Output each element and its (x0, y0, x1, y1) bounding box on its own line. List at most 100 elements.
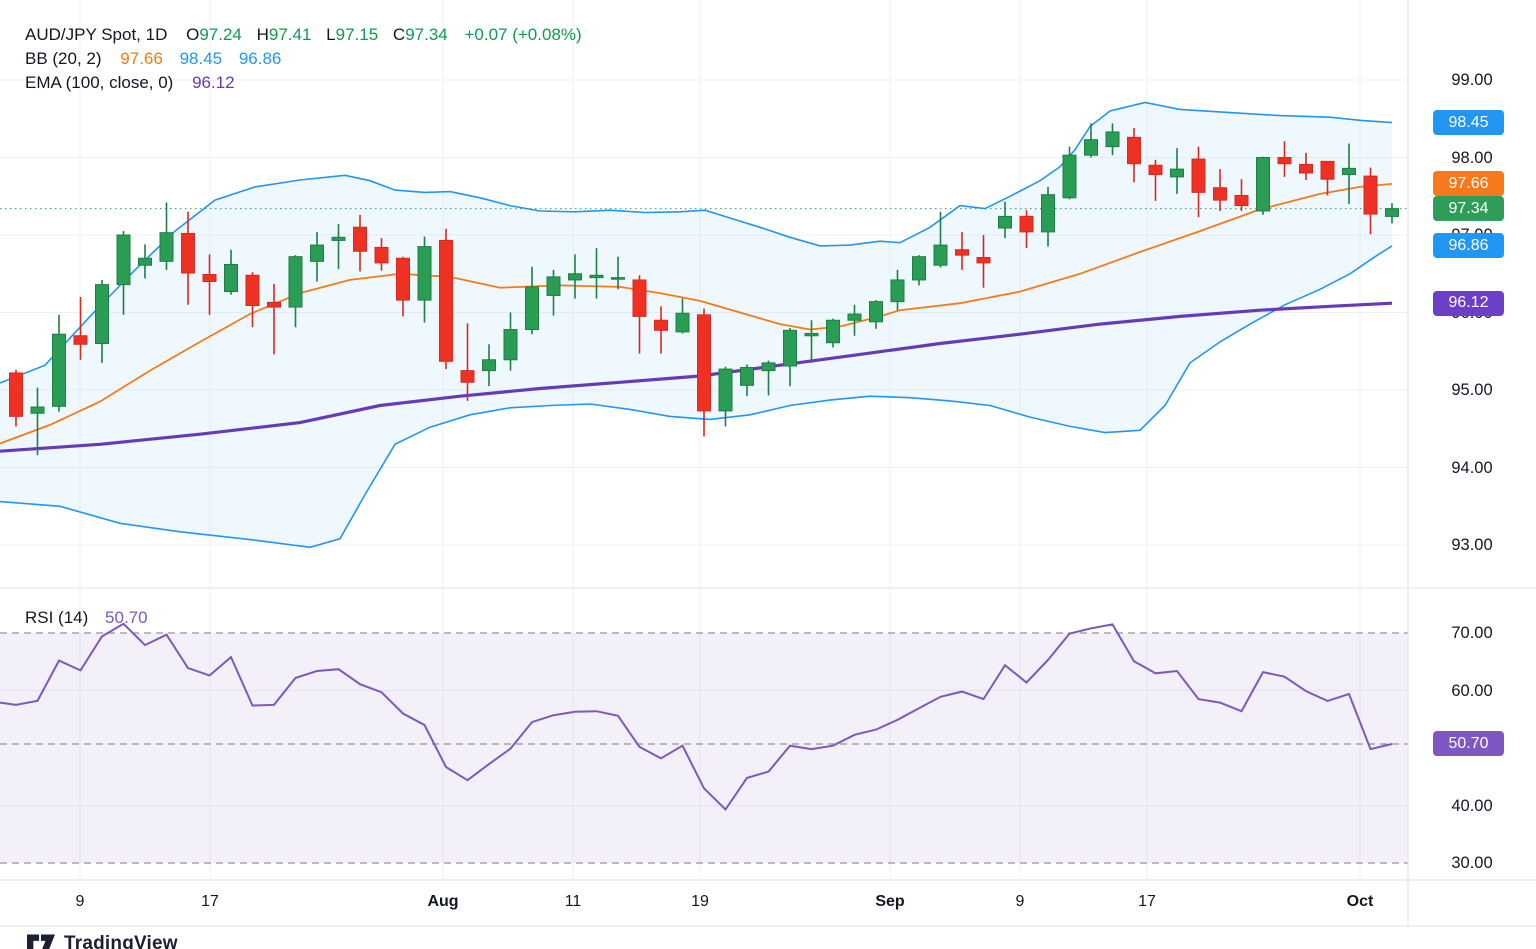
bollinger-basis-line (0, 183, 1393, 445)
candle-body (783, 329, 797, 367)
candle-body (740, 367, 754, 386)
rsi-pane[interactable] (0, 588, 1408, 880)
bb-basis-price-badge: 97.66 (1433, 171, 1504, 197)
candle-body (1105, 131, 1120, 148)
candle-body (869, 301, 883, 323)
candle-body (1170, 168, 1184, 178)
candle-body (224, 263, 238, 293)
candle-body (374, 246, 389, 264)
bb-lower-price-badge: 96.86 (1433, 233, 1504, 259)
candle-body (1019, 215, 1034, 233)
candle-body (417, 246, 432, 301)
candle-body (718, 368, 733, 412)
candle-body (267, 301, 281, 308)
chart-legend: AUD/JPY Spot, 1D O97.24 H97.41 L97.15 C9… (25, 23, 582, 95)
last-price-badge: 97.34 (1433, 196, 1504, 222)
candle-body (396, 257, 410, 301)
price-tick-label: 98.00 (1451, 148, 1493, 167)
time-axis-label: 17 (201, 893, 219, 910)
candle-body (503, 329, 518, 361)
candle-body (202, 274, 217, 282)
candle-body (116, 234, 131, 286)
candle-body (482, 359, 496, 372)
candle-body (568, 273, 582, 281)
candle-body (460, 370, 475, 383)
ohlc-high: H97.41 (256, 25, 312, 44)
candle-body (933, 244, 948, 266)
tradingview-attribution-label: TradingView (64, 933, 178, 949)
price-tick-label: 99.00 (1451, 71, 1493, 89)
rsi-indicator-title: RSI (14) (25, 608, 89, 627)
rsi-tick-label: 70.00 (1451, 624, 1493, 642)
bb-indicator-title: BB (20, 2) (25, 49, 102, 68)
rsi-tick-label: 60.00 (1451, 681, 1493, 700)
candle-body (1342, 167, 1356, 176)
candles-layer (9, 123, 1399, 456)
candle-body (998, 215, 1012, 229)
rsi-value-badge: 50.70 (1433, 731, 1504, 757)
time-axis-label: 9 (1015, 893, 1025, 910)
candle-body (310, 244, 324, 262)
candle-body (1084, 139, 1098, 156)
rsi-tick-label: 40.00 (1451, 796, 1493, 815)
candle-body (52, 333, 66, 407)
ema-indicator-title: EMA (100, close, 0) (25, 73, 174, 92)
time-axis[interactable] (0, 880, 1536, 926)
candle-body (761, 362, 776, 372)
candle-body (138, 257, 152, 266)
bb-basis-value: 97.66 (120, 49, 163, 68)
candle-body (589, 274, 604, 279)
candle-body (353, 226, 367, 252)
time-axis-label: 17 (1138, 893, 1156, 910)
candle-body (1127, 136, 1141, 165)
rsi-tick-label: 30.00 (1451, 854, 1493, 872)
candle-body (955, 249, 969, 256)
change-value: +0.07 (+0.08%) (464, 25, 582, 44)
candle-body (1363, 175, 1378, 215)
legend-symbol-row[interactable]: AUD/JPY Spot, 1D O97.24 H97.41 L97.15 C9… (25, 23, 582, 47)
candle-body (1385, 208, 1399, 217)
candle-body (847, 313, 862, 321)
candle-body (331, 236, 346, 241)
price-tick-label: 95.00 (1451, 381, 1493, 399)
ema-value: 96.12 (192, 73, 235, 92)
ohlc-close: C97.34 (392, 25, 448, 44)
candle-body (1320, 160, 1335, 180)
candle-body (30, 406, 45, 414)
price-tick-label: 93.00 (1451, 536, 1493, 554)
bollinger-upper-line (0, 101, 1393, 384)
rsi-line (0, 622, 1393, 812)
legend-bb-row[interactable]: BB (20, 2) 97.66 98.45 96.86 (25, 47, 582, 71)
rsi-pane-layer (0, 622, 1408, 864)
candle-body (1062, 154, 1077, 199)
ohlc-open: O97.24 (186, 25, 242, 44)
candle-body (1213, 187, 1227, 201)
time-axis-label: Aug (427, 893, 459, 910)
candle-body (9, 372, 23, 417)
rsi-legend-row[interactable]: RSI (14) 50.70 (25, 606, 148, 630)
candle-body (697, 314, 711, 412)
candle-body (73, 335, 88, 345)
candle-body (654, 319, 668, 331)
ema-price-badge: 96.12 (1433, 290, 1504, 316)
time-axis-label: Oct (1346, 893, 1374, 910)
candle-body (912, 256, 926, 281)
candle-body (1148, 164, 1163, 176)
candle-body (890, 279, 905, 303)
tradingview-attribution-link[interactable]: TradingView (27, 933, 178, 949)
time-axis-label: 9 (75, 893, 85, 910)
tradingview-logo-icon (27, 934, 55, 949)
candle-body (632, 279, 647, 317)
candle-body (1234, 194, 1249, 207)
candle-body (826, 319, 840, 344)
pane-separators (0, 0, 1536, 927)
candle-body (439, 239, 453, 362)
legend-ema-row[interactable]: EMA (100, close, 0) 96.12 (25, 71, 582, 95)
candle-body (159, 232, 174, 262)
time-axis-label: Sep (875, 893, 905, 910)
candle-body (288, 256, 303, 308)
bb-upper-value: 98.45 (179, 49, 223, 68)
ohlc-low: L97.15 (326, 25, 379, 44)
